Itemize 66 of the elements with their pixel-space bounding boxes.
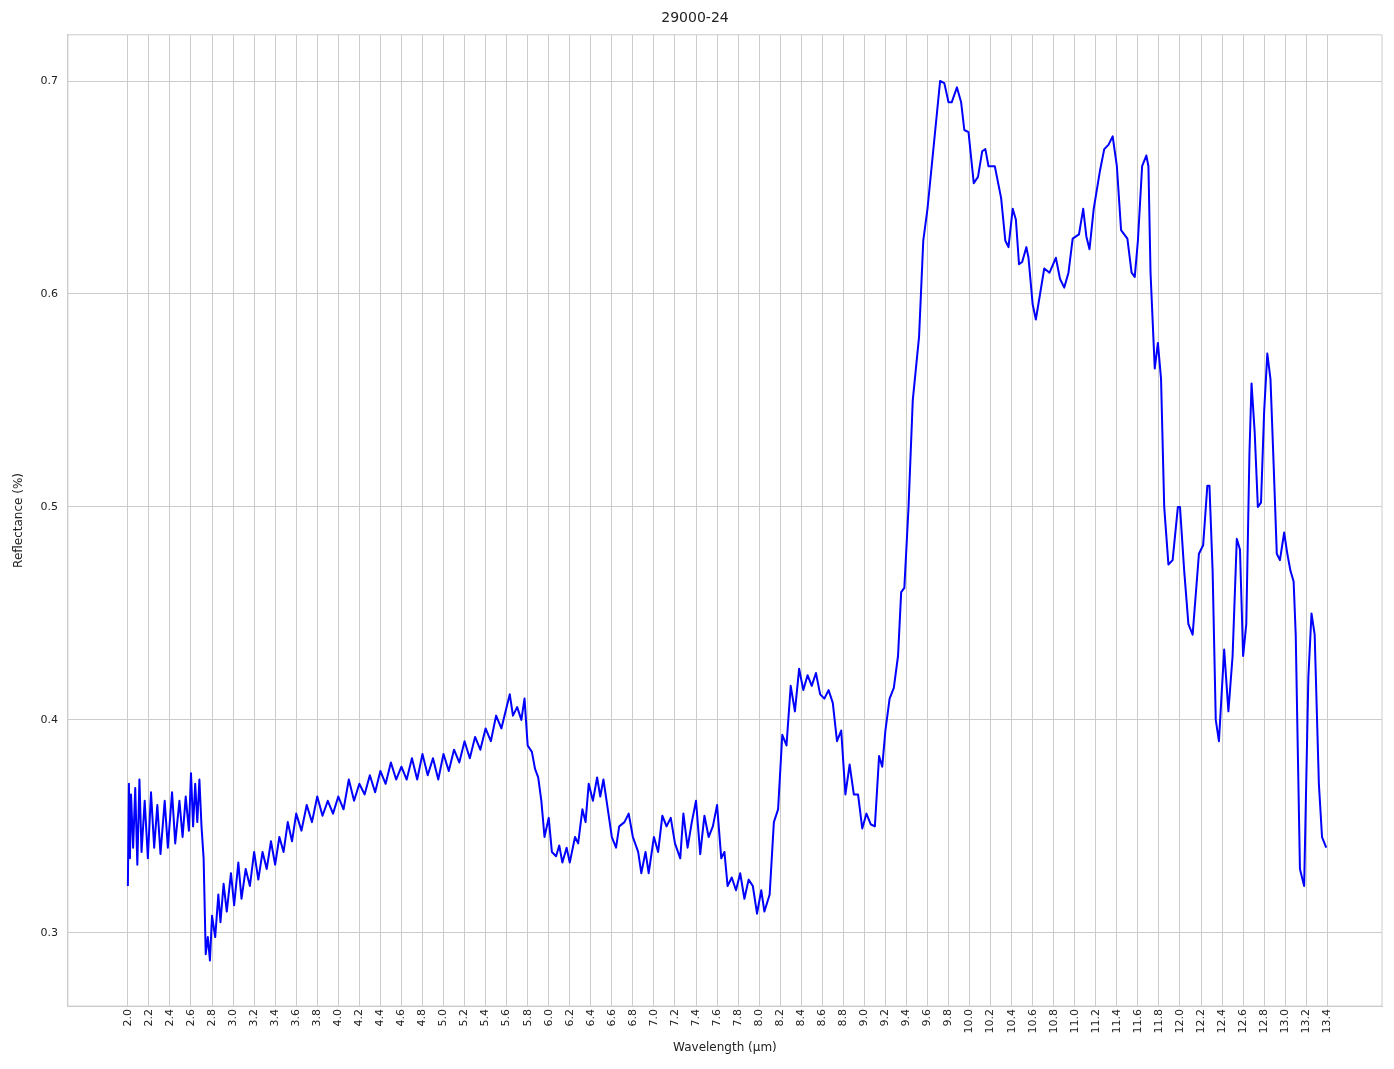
x-tick-label: 3.2: [246, 1009, 260, 1027]
x-tick-label: 4.2: [352, 1009, 366, 1027]
y-tick-label: 0.6: [40, 286, 58, 300]
x-tick-label: 3.6: [289, 1009, 303, 1027]
x-tick-label: 5.6: [499, 1009, 513, 1027]
x-tick-label: 7.2: [667, 1009, 681, 1027]
x-tick-label: 12.8: [1257, 1009, 1271, 1034]
x-tick-label: 7.0: [646, 1009, 660, 1027]
x-tick-label: 12.6: [1235, 1009, 1249, 1034]
x-tick-label: 9.8: [941, 1009, 955, 1027]
x-tick-label: 10.4: [1004, 1009, 1018, 1034]
x-tick-label: 6.6: [604, 1009, 618, 1027]
x-tick-label: 7.8: [730, 1009, 744, 1027]
x-tick-label: 8.0: [752, 1009, 765, 1027]
x-tick-label: 9.2: [878, 1009, 892, 1027]
x-tick-label: 12.2: [1193, 1009, 1207, 1034]
y-tick-label: 0.4: [40, 712, 58, 726]
x-axis-title: Wavelength (µm): [673, 1039, 777, 1054]
y-tick-label: 0.3: [40, 925, 58, 939]
x-tick-label: 8.8: [836, 1009, 850, 1027]
x-tick-label: 10.8: [1046, 1009, 1060, 1034]
x-tick-label: 5.4: [478, 1009, 492, 1027]
chart-title: 29000-24: [661, 9, 729, 26]
x-tick-label: 4.4: [373, 1009, 387, 1027]
x-tick-label: 3.4: [268, 1009, 282, 1027]
x-tick-label: 13.4: [1320, 1009, 1334, 1034]
x-tick-label: 2.8: [204, 1009, 218, 1027]
x-tick-label: 11.2: [1088, 1009, 1102, 1034]
x-tick-label: 6.2: [562, 1009, 576, 1027]
x-tick-label: 6.0: [541, 1009, 555, 1027]
x-tick-label: 11.4: [1109, 1009, 1123, 1034]
x-tick-label: 9.6: [920, 1009, 934, 1027]
x-tick-label: 5.0: [436, 1009, 450, 1027]
x-tick-label: 2.2: [141, 1009, 155, 1027]
x-tick-label: 12.4: [1214, 1009, 1228, 1034]
x-tick-label: 10.2: [983, 1009, 997, 1034]
x-tick-label: 4.8: [415, 1009, 429, 1027]
x-tick-label: 2.4: [162, 1009, 176, 1027]
x-tick-label: 5.8: [520, 1009, 534, 1027]
x-tick-label: 8.2: [773, 1009, 787, 1027]
x-tick-label: 4.0: [331, 1009, 345, 1027]
x-tick-label: 13.2: [1299, 1009, 1313, 1034]
x-tick-label: 4.6: [394, 1009, 408, 1027]
x-tick-label: 10.0: [962, 1009, 976, 1034]
x-tick-label: 9.0: [857, 1009, 871, 1027]
x-tick-label: 3.0: [225, 1009, 239, 1027]
x-tick-label: 12.0: [1172, 1009, 1186, 1034]
x-tick-label: 8.4: [794, 1009, 808, 1027]
x-tick-label: 6.8: [625, 1009, 639, 1027]
y-axis-title: Reflectance (%): [11, 472, 26, 568]
x-tick-label: 2.6: [183, 1009, 197, 1027]
x-tick-label: 5.2: [457, 1009, 471, 1027]
x-tick-label: 13.0: [1278, 1009, 1292, 1034]
x-tick-label: 8.6: [815, 1009, 829, 1027]
x-tick-label: 11.8: [1151, 1009, 1165, 1034]
x-tick-label: 7.6: [709, 1009, 723, 1027]
x-tick-label: 11.0: [1067, 1009, 1081, 1034]
x-tick-label: 10.6: [1025, 1009, 1039, 1034]
x-tick-label: 2.0: [120, 1009, 134, 1027]
x-tick-label: 3.8: [310, 1009, 324, 1027]
x-tick-label: 6.4: [583, 1009, 597, 1027]
y-tick-label: 0.7: [40, 73, 58, 87]
x-tick-label: 7.4: [688, 1009, 702, 1027]
y-tick-label: 0.5: [40, 499, 58, 513]
x-tick-label: 11.6: [1130, 1009, 1144, 1034]
x-tick-label: 9.4: [899, 1009, 913, 1027]
